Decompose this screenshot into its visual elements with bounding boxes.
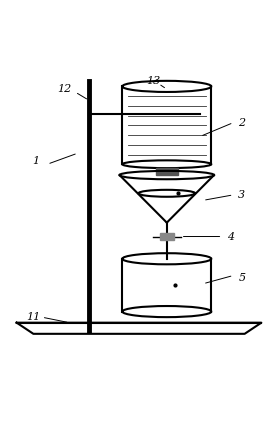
Text: 3: 3 — [238, 190, 245, 200]
Text: 2: 2 — [238, 118, 245, 128]
Text: 11: 11 — [26, 312, 41, 322]
Text: 12: 12 — [57, 84, 71, 94]
Text: 5: 5 — [238, 273, 245, 283]
Text: 4: 4 — [227, 231, 234, 242]
Text: 13: 13 — [146, 76, 160, 86]
Text: 1: 1 — [33, 157, 40, 167]
Bar — [156, 168, 178, 175]
Ellipse shape — [122, 306, 211, 317]
Bar — [160, 233, 174, 240]
